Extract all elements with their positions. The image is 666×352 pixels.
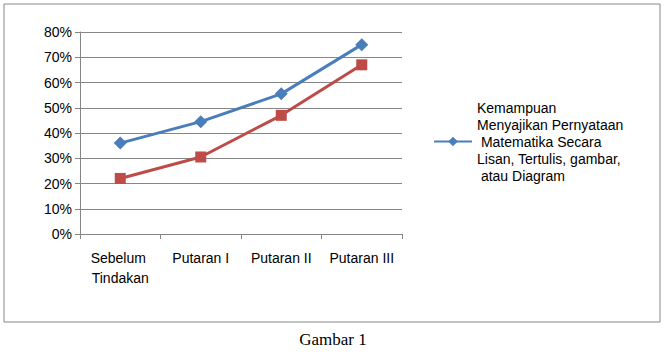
svg-text:Menyajikan Pernyataan: Menyajikan Pernyataan (477, 117, 623, 133)
svg-text:40%: 40% (44, 125, 72, 141)
svg-text:Gambar 1: Gambar 1 (299, 330, 367, 349)
svg-text:50%: 50% (44, 100, 72, 116)
svg-text:Putaran III: Putaran III (329, 250, 394, 266)
svg-text:Kemampuan: Kemampuan (477, 100, 560, 116)
svg-text:80%: 80% (44, 24, 72, 40)
svg-text:Putaran II: Putaran II (251, 250, 312, 266)
svg-text:10%: 10% (44, 201, 72, 217)
svg-text:60%: 60% (44, 75, 72, 91)
svg-text:20%: 20% (44, 176, 72, 192)
svg-text:Sebelum: Sebelum (91, 250, 150, 266)
svg-text:0%: 0% (52, 226, 72, 242)
svg-text:30%: 30% (44, 150, 72, 166)
svg-text:Putaran I: Putaran I (172, 250, 229, 266)
svg-text:Tindakan: Tindakan (92, 270, 149, 286)
svg-text:70%: 70% (44, 49, 72, 65)
svg-text:Matematika Secara: Matematika Secara (477, 134, 605, 150)
svg-text:atau Diagram: atau Diagram (477, 168, 565, 184)
svg-text:Lisan, Tertulis, gambar,: Lisan, Tertulis, gambar, (477, 151, 621, 167)
